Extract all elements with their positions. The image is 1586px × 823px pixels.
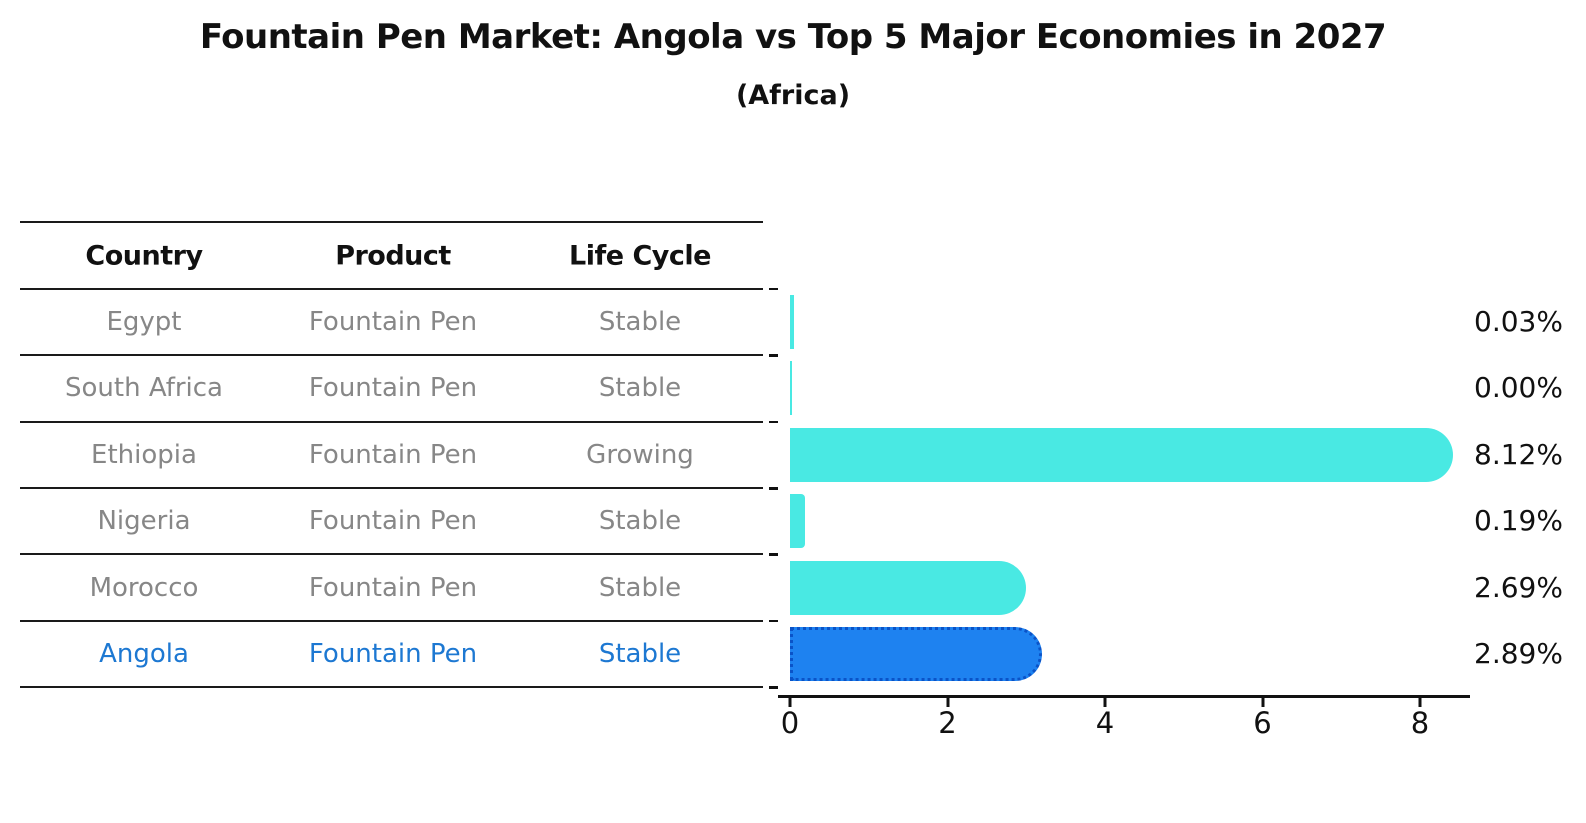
table-cell-country: Angola (99, 639, 189, 669)
table-cell-country: Nigeria (97, 506, 191, 537)
x-tick-mark (788, 696, 792, 707)
y-tick-mark (769, 553, 778, 556)
table-cell-life-cycle: Stable (598, 373, 682, 404)
table-cell-country: Morocco (89, 572, 199, 603)
table-cell-product: Fountain Pen (308, 439, 478, 470)
y-tick-mark (769, 686, 778, 689)
y-tick-mark (769, 420, 778, 424)
table-cell-country: South Africa (65, 373, 223, 404)
table-cell-life-cycle: Stable (598, 572, 682, 603)
table-cell-product: Fountain Pen (308, 639, 478, 669)
bar-value-label: 8.12% (1474, 437, 1563, 471)
column-header: Country (85, 240, 203, 271)
bar-value-label: 0.19% (1474, 504, 1563, 538)
bar-value-label: 0.00% (1474, 371, 1563, 405)
bar (790, 560, 1026, 615)
table-divider (20, 553, 763, 556)
table-cell-product: Fountain Pen (308, 373, 478, 404)
x-tick-mark (1418, 696, 1422, 707)
page-subtitle: (Africa) (735, 80, 851, 111)
table-divider (20, 354, 763, 357)
bar (790, 494, 805, 549)
bar (790, 427, 1454, 482)
page-title: Fountain Pen Market: Angola vs Top 5 Maj… (199, 17, 1387, 57)
y-tick-mark (769, 354, 778, 357)
y-tick-mark (769, 487, 778, 490)
table-cell-country: Egypt (106, 307, 182, 337)
x-tick-mark (1103, 696, 1107, 707)
bar-highlight (790, 627, 1042, 681)
bar (790, 361, 792, 416)
table-divider (20, 487, 763, 489)
bar-value-label: 2.69% (1474, 570, 1563, 604)
bar-value-label: 2.89% (1474, 637, 1563, 670)
table-cell-life-cycle: Growing (586, 439, 694, 470)
table-cell-product: Fountain Pen (308, 307, 478, 337)
bar (790, 295, 794, 349)
x-tick-label: 2 (938, 706, 957, 740)
x-axis-spine (778, 694, 1470, 698)
x-tick-label: 6 (1253, 706, 1272, 740)
x-tick-mark (946, 696, 949, 707)
x-tick-label: 8 (1410, 706, 1430, 740)
table-cell-life-cycle: Stable (598, 639, 682, 669)
table-cell-country: Ethiopia (91, 439, 197, 470)
x-tick-label: 0 (780, 706, 800, 740)
table-divider (20, 420, 763, 423)
y-tick-mark (769, 619, 778, 623)
table-cell-product: Fountain Pen (308, 506, 478, 537)
table-divider (20, 287, 763, 290)
table-divider (20, 686, 763, 689)
table-cell-life-cycle: Stable (598, 506, 682, 537)
table-divider (20, 619, 763, 622)
y-tick-mark (769, 287, 778, 291)
x-tick-label: 4 (1095, 706, 1115, 740)
table-cell-product: Fountain Pen (308, 572, 478, 603)
bar-value-label: 0.03% (1474, 305, 1563, 338)
column-header: Product (335, 240, 451, 271)
table-cell-life-cycle: Stable (598, 307, 682, 337)
x-tick-mark (1261, 696, 1264, 707)
table-divider (20, 221, 763, 223)
column-header: Life Cycle (569, 240, 711, 271)
